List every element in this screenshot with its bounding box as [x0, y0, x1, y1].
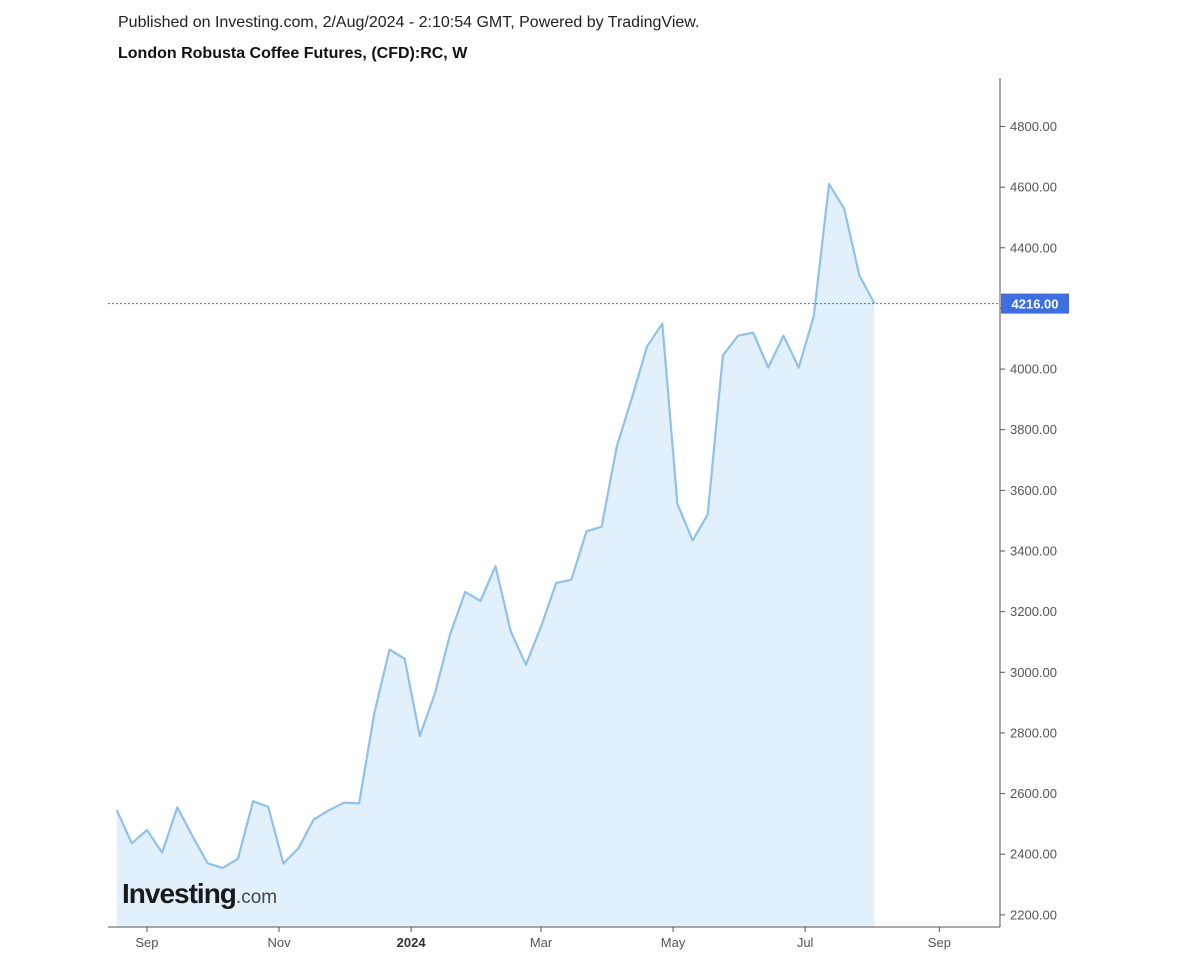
data-point: [857, 273, 861, 277]
data-point: [115, 808, 119, 812]
data-point: [388, 648, 392, 652]
data-point: [297, 846, 301, 850]
logo-suffix: .com: [235, 887, 278, 908]
y-tick-label: 3800.00: [1010, 422, 1057, 437]
data-point: [569, 578, 573, 582]
data-point: [600, 525, 604, 529]
y-tick-label: 2200.00: [1010, 907, 1057, 922]
data-point: [463, 590, 467, 594]
data-point: [827, 182, 831, 186]
data-point: [615, 444, 619, 448]
data-point: [554, 581, 558, 585]
y-tick-label: 2400.00: [1010, 847, 1057, 862]
y-tick-label: 3200.00: [1010, 604, 1057, 619]
data-point: [812, 314, 816, 318]
data-point: [342, 801, 346, 805]
data-point: [160, 851, 164, 855]
data-point: [448, 632, 452, 636]
x-tick-label: Mar: [530, 935, 553, 950]
x-tick-label: Nov: [267, 935, 291, 950]
data-point: [509, 629, 513, 633]
data-point: [418, 734, 422, 738]
logo-wordmark: Investing: [122, 878, 237, 909]
price-area-fill: [116, 184, 875, 928]
published-note: Published on Investing.com, 2/Aug/2024 -…: [118, 14, 700, 31]
data-point: [585, 529, 589, 533]
y-tick-label: 4400.00: [1010, 240, 1057, 255]
data-point: [660, 322, 664, 326]
data-point: [236, 857, 240, 861]
data-point: [524, 663, 528, 667]
data-point: [312, 817, 316, 821]
data-point: [842, 206, 846, 210]
data-point: [206, 861, 210, 865]
data-point: [630, 396, 634, 400]
price-line: [115, 183, 876, 869]
data-point: [190, 834, 194, 838]
y-tick-label: 3600.00: [1010, 483, 1057, 498]
data-point: [145, 828, 149, 832]
data-point: [175, 805, 179, 809]
x-tick-label: Jul: [797, 935, 814, 950]
data-point: [782, 334, 786, 338]
y-tick-label: 2600.00: [1010, 786, 1057, 801]
y-tick-label: 4000.00: [1010, 362, 1057, 377]
data-point: [721, 353, 725, 357]
data-point: [691, 538, 695, 542]
data-point: [736, 334, 740, 338]
plot-area: [108, 182, 1000, 928]
data-point: [221, 866, 225, 870]
data-point: [281, 862, 285, 866]
data-point: [372, 711, 376, 715]
y-tick-label: 3000.00: [1010, 665, 1057, 680]
x-tick-label: Sep: [135, 935, 158, 950]
chart-title: London Robusta Coffee Futures, (CFD):RC,…: [118, 45, 468, 62]
data-point: [539, 625, 543, 629]
investing-logo: Investing.com: [122, 878, 277, 910]
data-point: [266, 805, 270, 809]
data-point: [675, 502, 679, 506]
x-tick-label: May: [661, 935, 686, 950]
data-point: [327, 808, 331, 812]
last-price-label: 4216.00: [1012, 297, 1059, 312]
data-point: [797, 366, 801, 370]
data-point: [706, 513, 710, 517]
data-point: [433, 692, 437, 696]
y-tick-label: 3400.00: [1010, 544, 1057, 559]
data-point: [494, 564, 498, 568]
data-point: [766, 366, 770, 370]
axes: 2200.00 2400.00 2600.00 2800.00 3000.00 3200.…: [108, 78, 1069, 950]
data-point: [645, 344, 649, 348]
x-tick-label: Sep: [928, 935, 951, 950]
x-tick-label: 2024: [397, 935, 427, 950]
data-point: [130, 841, 134, 845]
y-tick-label: 4600.00: [1010, 180, 1057, 195]
data-point: [478, 599, 482, 603]
last-price-badge: [1001, 293, 1069, 314]
y-tick-label: 2800.00: [1010, 725, 1057, 740]
y-tick-label: 4800.00: [1010, 119, 1057, 134]
data-point: [403, 657, 407, 661]
data-point: [357, 801, 361, 805]
data-point: [751, 331, 755, 335]
data-point: [251, 799, 255, 803]
